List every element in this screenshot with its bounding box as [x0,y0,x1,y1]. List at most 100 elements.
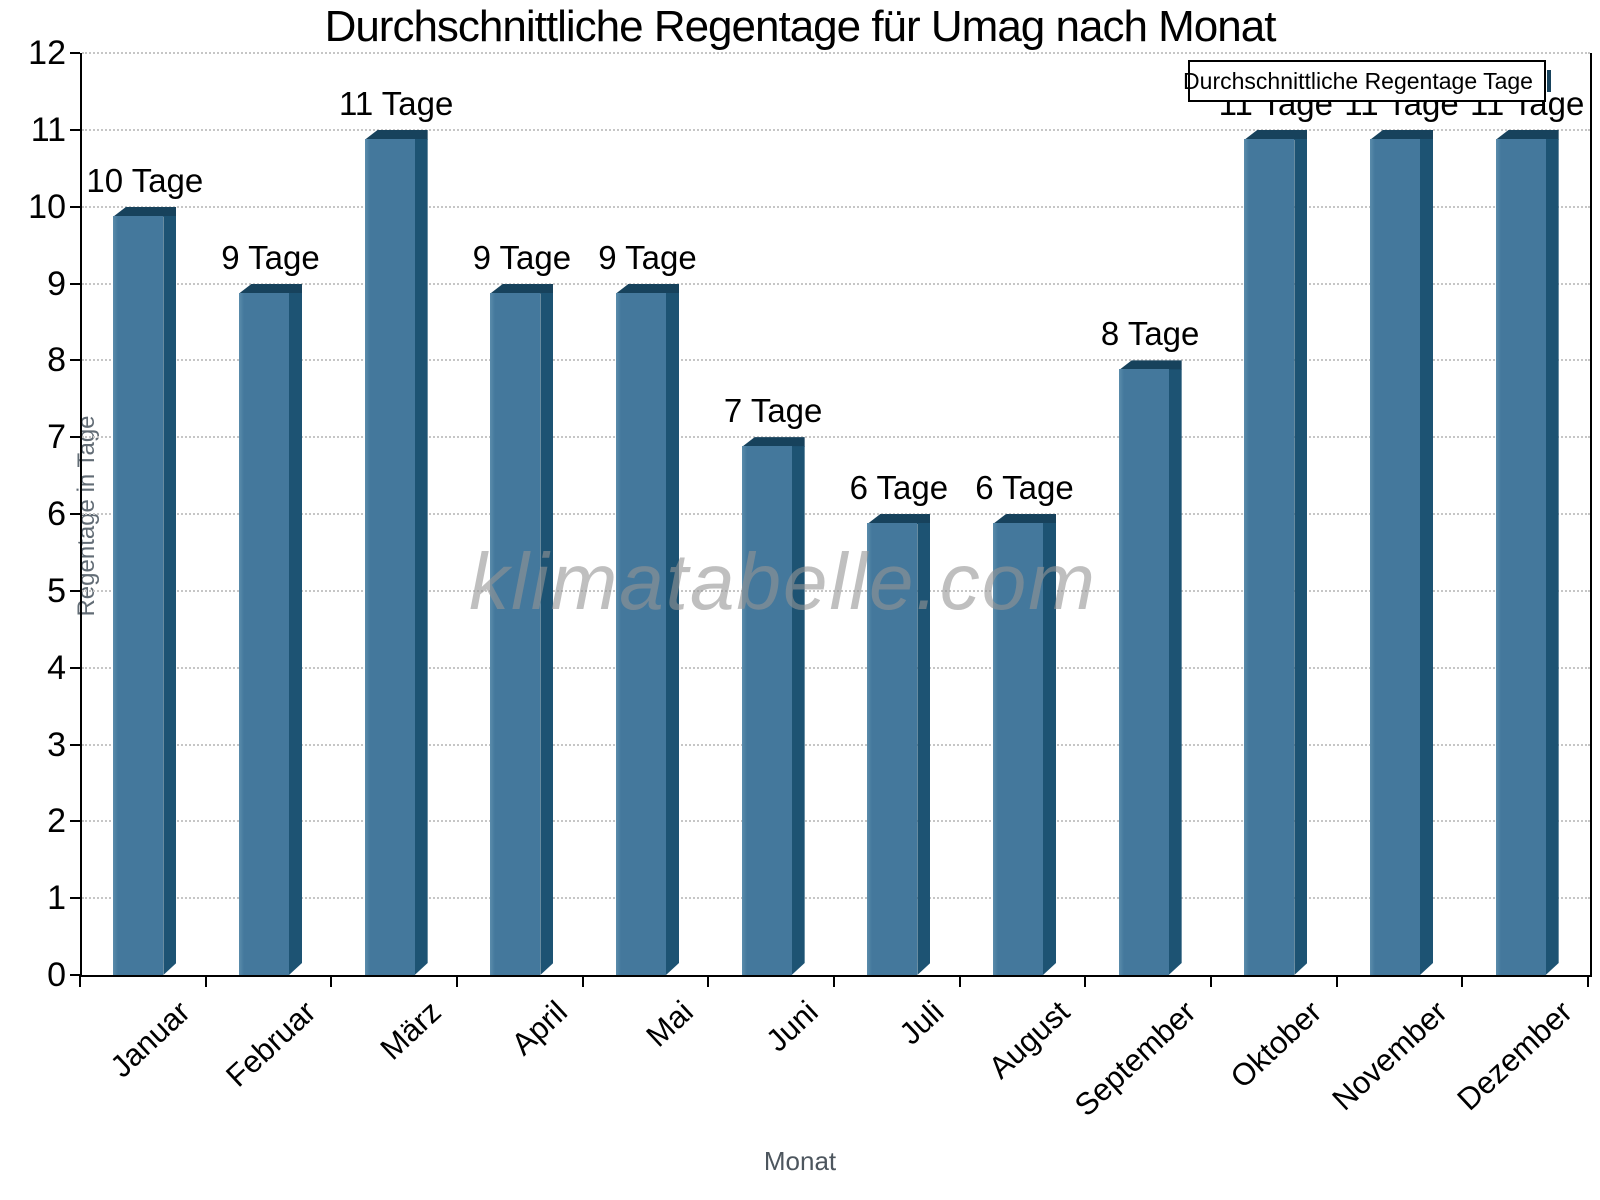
legend-swatch-icon [1546,70,1551,92]
bar [113,206,177,975]
bar-front-face [490,292,541,975]
y-tick-label: 10 [28,187,66,226]
bar [741,437,805,975]
x-tick-label: Mai [638,994,700,1054]
bar-top-face [1118,360,1182,371]
bar [490,283,554,976]
y-axis-tick [70,436,80,439]
y-tick-label: 11 [30,110,66,149]
bar-top-face [993,514,1056,524]
bar [867,514,931,975]
bar-top-face [1495,129,1559,140]
bar-side-face [1420,139,1433,975]
bar [1244,129,1308,975]
y-axis-tick [70,897,80,900]
bar-top-face [239,283,302,294]
gridline [82,743,1590,746]
x-tick-label: Januar [103,994,197,1085]
bar-value-label: 9 Tage [221,238,320,276]
gridline [82,128,1590,131]
bar-side-face [289,293,302,976]
gridline [82,205,1590,208]
x-axis-tick [1084,975,1087,987]
plot-area: 10 Tage 9 Tage 11 Tage 9 Tage 9 Tage 7 Tage 6 … [80,52,1592,977]
bar-top-face [1244,129,1308,140]
watermark: klimatabelle.com [469,537,1097,626]
x-tick-label: Februar [219,994,323,1094]
bar [1370,129,1433,975]
bar-side-face [917,523,930,975]
bar-side-face [1294,139,1307,975]
x-axis-tick [581,975,584,987]
bar-top-face [1370,129,1433,140]
x-tick-label: Dezember [1450,994,1580,1118]
y-tick-label: 7 [47,418,66,457]
bar-front-face [993,523,1043,975]
gridline [82,52,1590,54]
x-axis-tick [833,975,835,987]
x-axis-title: Monat [763,1146,837,1176]
y-axis-tick [70,52,80,54]
x-axis-tick [1587,975,1589,987]
y-axis-tick [70,820,80,823]
bar-top-face [490,283,554,294]
x-tick-label: Juni [759,994,826,1059]
bar-side-face [792,446,805,975]
y-axis-tick [70,128,80,131]
bar-side-face [1169,369,1182,975]
bar [993,514,1056,975]
bar-front-face [1370,138,1420,975]
bar-side-face [415,139,428,975]
y-axis-tick [70,513,80,515]
x-tick-label: November [1324,994,1454,1118]
bar-front-face [239,292,289,975]
bar-front-face [741,446,792,975]
y-tick-label: 1 [47,879,66,918]
bar-value-label: 7 Tage [723,392,823,430]
bar-top-face [867,514,931,524]
x-tick-label: März [373,994,449,1067]
bar-value-label: 9 Tage [598,238,697,276]
bar-value-label: 11 Tage [338,84,454,122]
bar [1118,360,1182,975]
y-axis-tick [70,282,80,285]
x-axis-tick [79,975,81,987]
bar-top-face [741,437,805,448]
bar-front-face [364,138,415,975]
bar-front-face [616,292,666,975]
y-tick-label: 8 [47,341,66,380]
y-tick-label: 3 [47,725,66,764]
y-axis-tick [70,666,80,669]
bar-top-face [364,129,428,140]
legend: Durchschnittliche Regentage Tage [1183,60,1551,102]
x-tick-label: August [981,994,1077,1086]
bar-front-face [1495,138,1546,975]
y-tick-label: 9 [47,264,66,303]
y-tick-label: 5 [47,571,66,610]
chart-title: Durchschnittliche Regentage für Umag nac… [324,2,1277,51]
x-axis-tick [204,975,207,987]
y-tick-label: 6 [47,495,66,533]
bar-side-face [1043,523,1056,975]
bar [364,129,428,975]
gridline [82,589,1590,592]
x-axis-tick [330,975,333,987]
bar-side-face [540,293,553,976]
y-axis-tick [70,359,80,362]
bar-value-label: 8 Tage [1100,315,1200,353]
bar-value-label: 10 Tage [86,161,204,199]
bar-value-label: 6 Tage [849,469,949,506]
bar-value-label: 6 Tage [975,469,1074,506]
y-axis-tick [70,589,80,592]
bar-front-face [1118,369,1169,975]
y-tick-label: 12 [28,34,66,72]
y-axis-tick [70,743,80,746]
bar [1495,129,1559,975]
gridline [82,513,1590,515]
x-axis-tick [1335,975,1338,987]
gridline [82,897,1590,900]
legend-label: Durchschnittliche Regentage Tage [1183,67,1533,94]
x-axis-tick [958,975,961,987]
gridline [82,282,1590,285]
